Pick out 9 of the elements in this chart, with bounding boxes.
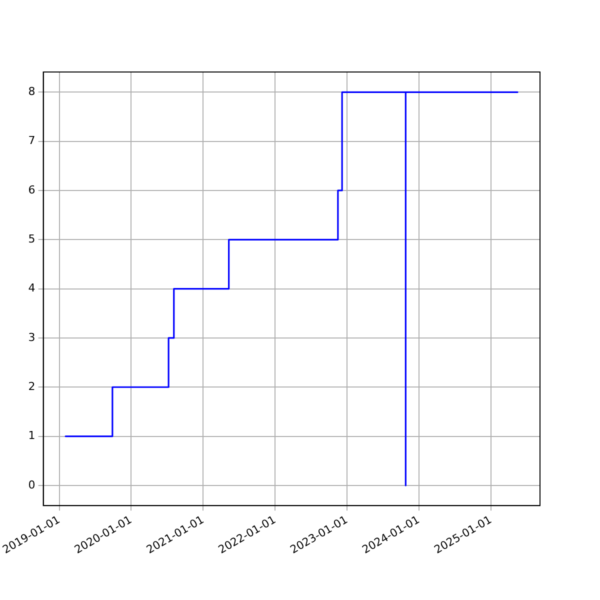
y-tick-label: 7 [28,134,36,148]
y-tick-label: 1 [28,429,36,442]
y-tick-label: 4 [28,282,36,295]
y-tick-label: 6 [28,183,36,196]
y-tick-label: 2 [28,380,36,393]
y-tick-label: 8 [28,85,36,98]
y-tick-label: 0 [28,478,36,492]
y-tick-label: 5 [28,232,36,246]
y-tick-label: 3 [28,330,36,344]
